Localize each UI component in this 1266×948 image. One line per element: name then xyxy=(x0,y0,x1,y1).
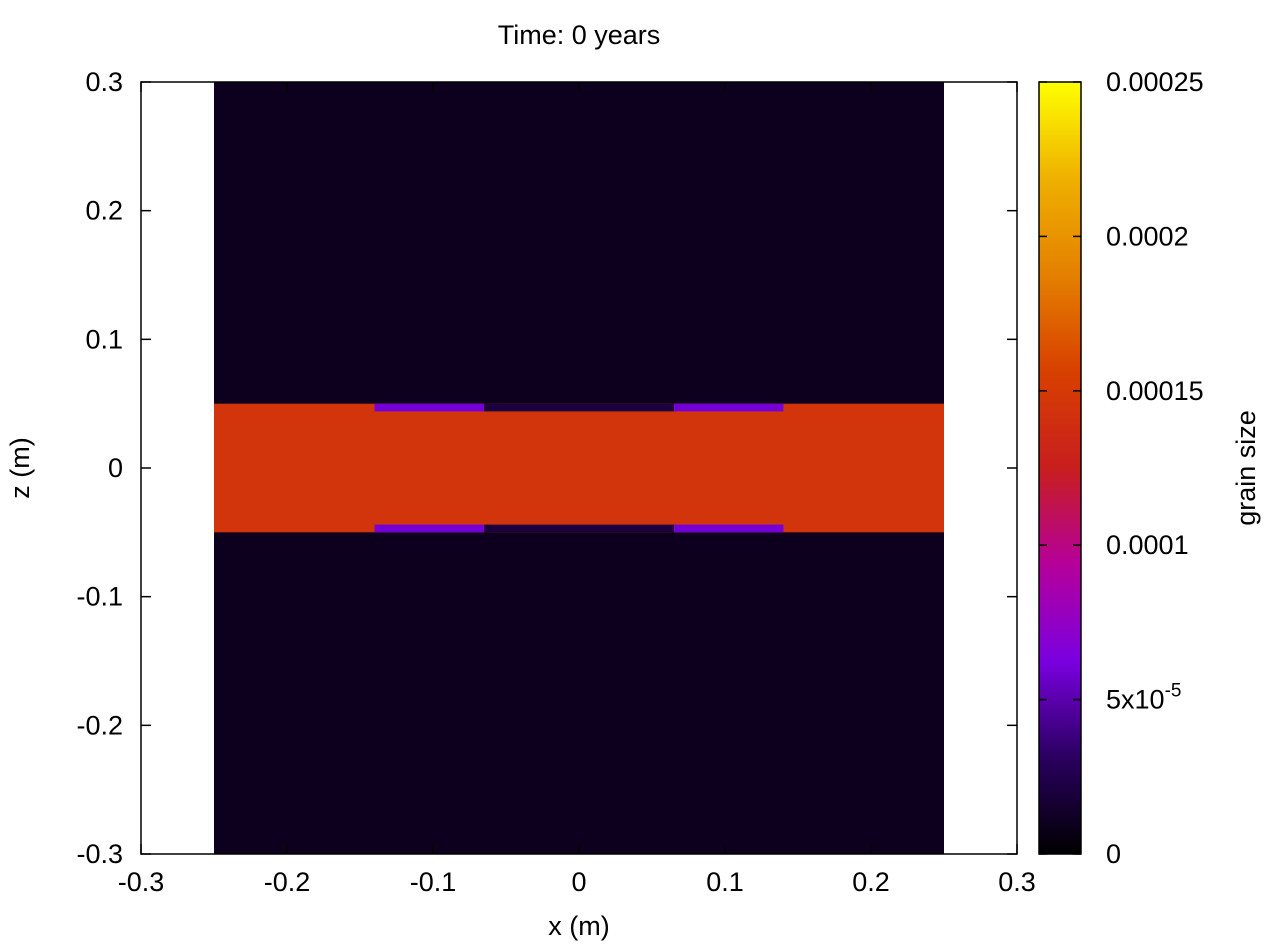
colorbar-tick-label: 0.00025 xyxy=(1106,67,1204,97)
x-axis-label: x (m) xyxy=(548,911,609,941)
colorbar-tick-label: 0.00015 xyxy=(1106,376,1204,406)
y-tick-label: -0.2 xyxy=(76,710,123,740)
colorbar-tick-label: 5x10-5 xyxy=(1106,681,1181,715)
y-axis-label: z (m) xyxy=(5,437,35,498)
x-tick-label: -0.3 xyxy=(118,867,165,897)
colorbar-tick-label: 0 xyxy=(1106,839,1121,869)
heatmap-regions xyxy=(214,82,944,854)
x-tick-label: -0.1 xyxy=(410,867,457,897)
x-tick-label: 0.1 xyxy=(706,867,744,897)
colorbar xyxy=(1038,81,1082,855)
colorbar-tick-label: 0.0002 xyxy=(1106,221,1189,251)
region-edge-upper-center xyxy=(484,403,674,412)
region-edge-upper-right xyxy=(673,403,784,412)
region-edge-lower-left xyxy=(374,524,485,533)
x-tick-label: 0.3 xyxy=(998,867,1036,897)
x-axis-ticks: -0.3 -0.2 -0.1 0 0.1 0.2 0.3 xyxy=(118,82,1036,897)
region-edge-lower-right xyxy=(673,524,784,533)
y-tick-label: 0 xyxy=(108,453,123,483)
y-tick-label: 0.1 xyxy=(85,324,123,354)
x-tick-label: 0.2 xyxy=(852,867,890,897)
chart-title: Time: 0 years xyxy=(498,20,661,50)
y-axis-ticks: -0.3 -0.2 -0.1 0 0.1 0.2 0.3 xyxy=(76,67,1017,869)
y-tick-label: 0.3 xyxy=(85,67,123,97)
y-tick-label: -0.3 xyxy=(76,839,123,869)
x-tick-label: -0.2 xyxy=(264,867,311,897)
colorbar-label: grain size xyxy=(1231,410,1261,526)
region-edge-upper-left xyxy=(374,403,485,412)
colorbar-ticks: 0 5x10-5 0.0001 0.00015 0.0002 0.00025 xyxy=(1039,67,1204,869)
x-tick-label: 0 xyxy=(571,867,586,897)
y-tick-label: -0.1 xyxy=(76,582,123,612)
y-tick-label: 0.2 xyxy=(85,196,123,226)
region-layer-core xyxy=(491,411,667,525)
colorbar-tick-label: 0.0001 xyxy=(1106,530,1189,560)
region-edge-lower-center xyxy=(484,524,674,533)
